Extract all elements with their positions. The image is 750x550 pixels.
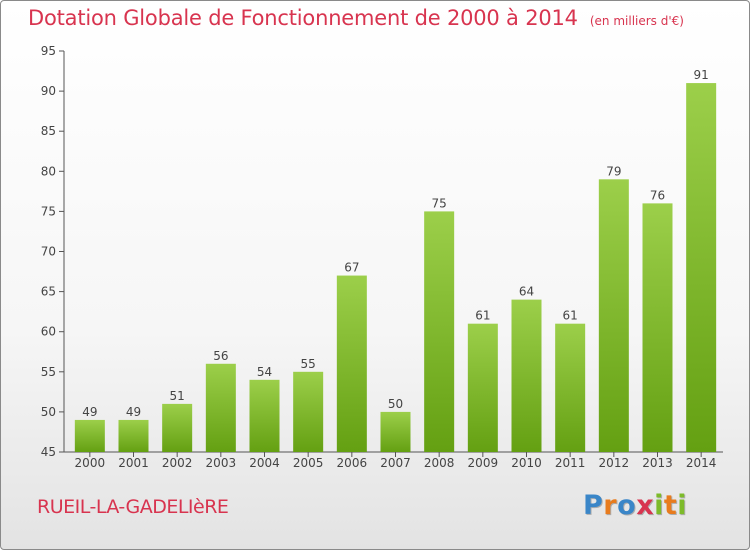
bar-value-label: 64 [519,285,534,299]
bar [249,379,280,452]
bar-value-label: 61 [475,309,490,323]
bar [686,83,717,452]
x-tick-label: 2012 [599,456,630,470]
bar-value-label: 76 [650,188,665,202]
logo-letter: r [603,490,618,521]
bar-value-label: 55 [301,357,316,371]
x-tick-label: 2000 [75,456,106,470]
x-tick-label: 2014 [686,456,717,470]
bar [642,203,673,452]
x-tick-label: 2004 [249,456,280,470]
bar-value-label: 91 [694,68,709,82]
y-tick-label: 90 [41,84,56,98]
x-tick-label: 2008 [424,456,455,470]
bar [162,403,193,452]
bar [598,179,629,452]
bar-value-label: 51 [170,389,185,403]
chart-unit: (en milliers d'€) [589,14,684,28]
bar-value-label: 79 [606,164,621,178]
commune-name: RUEIL-LA-GADELIèRE [37,496,229,518]
logo-letter: i [654,490,664,521]
bar-value-label: 56 [213,349,228,363]
bar [467,323,498,452]
y-tick-label: 95 [41,44,56,58]
bar [336,275,367,452]
y-tick-label: 75 [41,204,56,218]
bar [555,323,586,452]
x-tick-label: 2005 [293,456,324,470]
x-tick-label: 2013 [642,456,673,470]
y-tick-label: 50 [41,405,56,419]
bar [74,419,105,452]
x-tick-label: 2003 [206,456,237,470]
y-tick-label: 60 [41,325,56,339]
chart-title-text: Dotation Globale de Fonctionnement de 20… [28,6,578,30]
y-tick-label: 85 [41,124,56,138]
x-tick-label: 2009 [468,456,499,470]
logo-letter: P [583,490,604,521]
y-tick-label: 70 [41,245,56,259]
bar [118,419,149,452]
bar-value-label: 54 [257,365,272,379]
bar-value-label: 49 [126,405,141,419]
x-tick-label: 2001 [118,456,149,470]
x-tick-label: 2011 [555,456,586,470]
bar [293,371,324,452]
y-tick-label: 45 [41,445,56,459]
y-tick-label: 80 [41,164,56,178]
bar [424,211,455,452]
x-tick-label: 2007 [380,456,411,470]
chart-axes: 45 50 55 60 65 70 75 80 85 90 95 2000 2001 2002 2003 20… [41,44,723,470]
chart-title: Dotation Globale de Fonctionnement de 20… [28,6,684,30]
chart-bars: 49 49 51 56 54 55 67 50 75 61 64 61 79 76 91 [74,68,717,452]
bar-value-label: 50 [388,397,403,411]
y-tick-label: 55 [41,365,56,379]
logo-letter: o [617,490,637,521]
proxiti-logo: Proxiti [583,490,687,521]
bar-value-label: 61 [563,309,578,323]
bar [205,363,236,452]
bar-value-label: 75 [432,196,447,210]
bar-value-label: 49 [82,405,97,419]
x-tick-label: 2002 [162,456,193,470]
logo-letter: x [636,490,655,521]
x-tick-label: 2006 [337,456,368,470]
x-tick-label: 2010 [511,456,542,470]
logo-letter: i [677,490,688,521]
y-tick-label: 65 [41,285,56,299]
bar [380,411,411,452]
bar [511,299,542,452]
logo-letter: t [663,490,678,521]
bar-value-label: 67 [344,261,359,275]
